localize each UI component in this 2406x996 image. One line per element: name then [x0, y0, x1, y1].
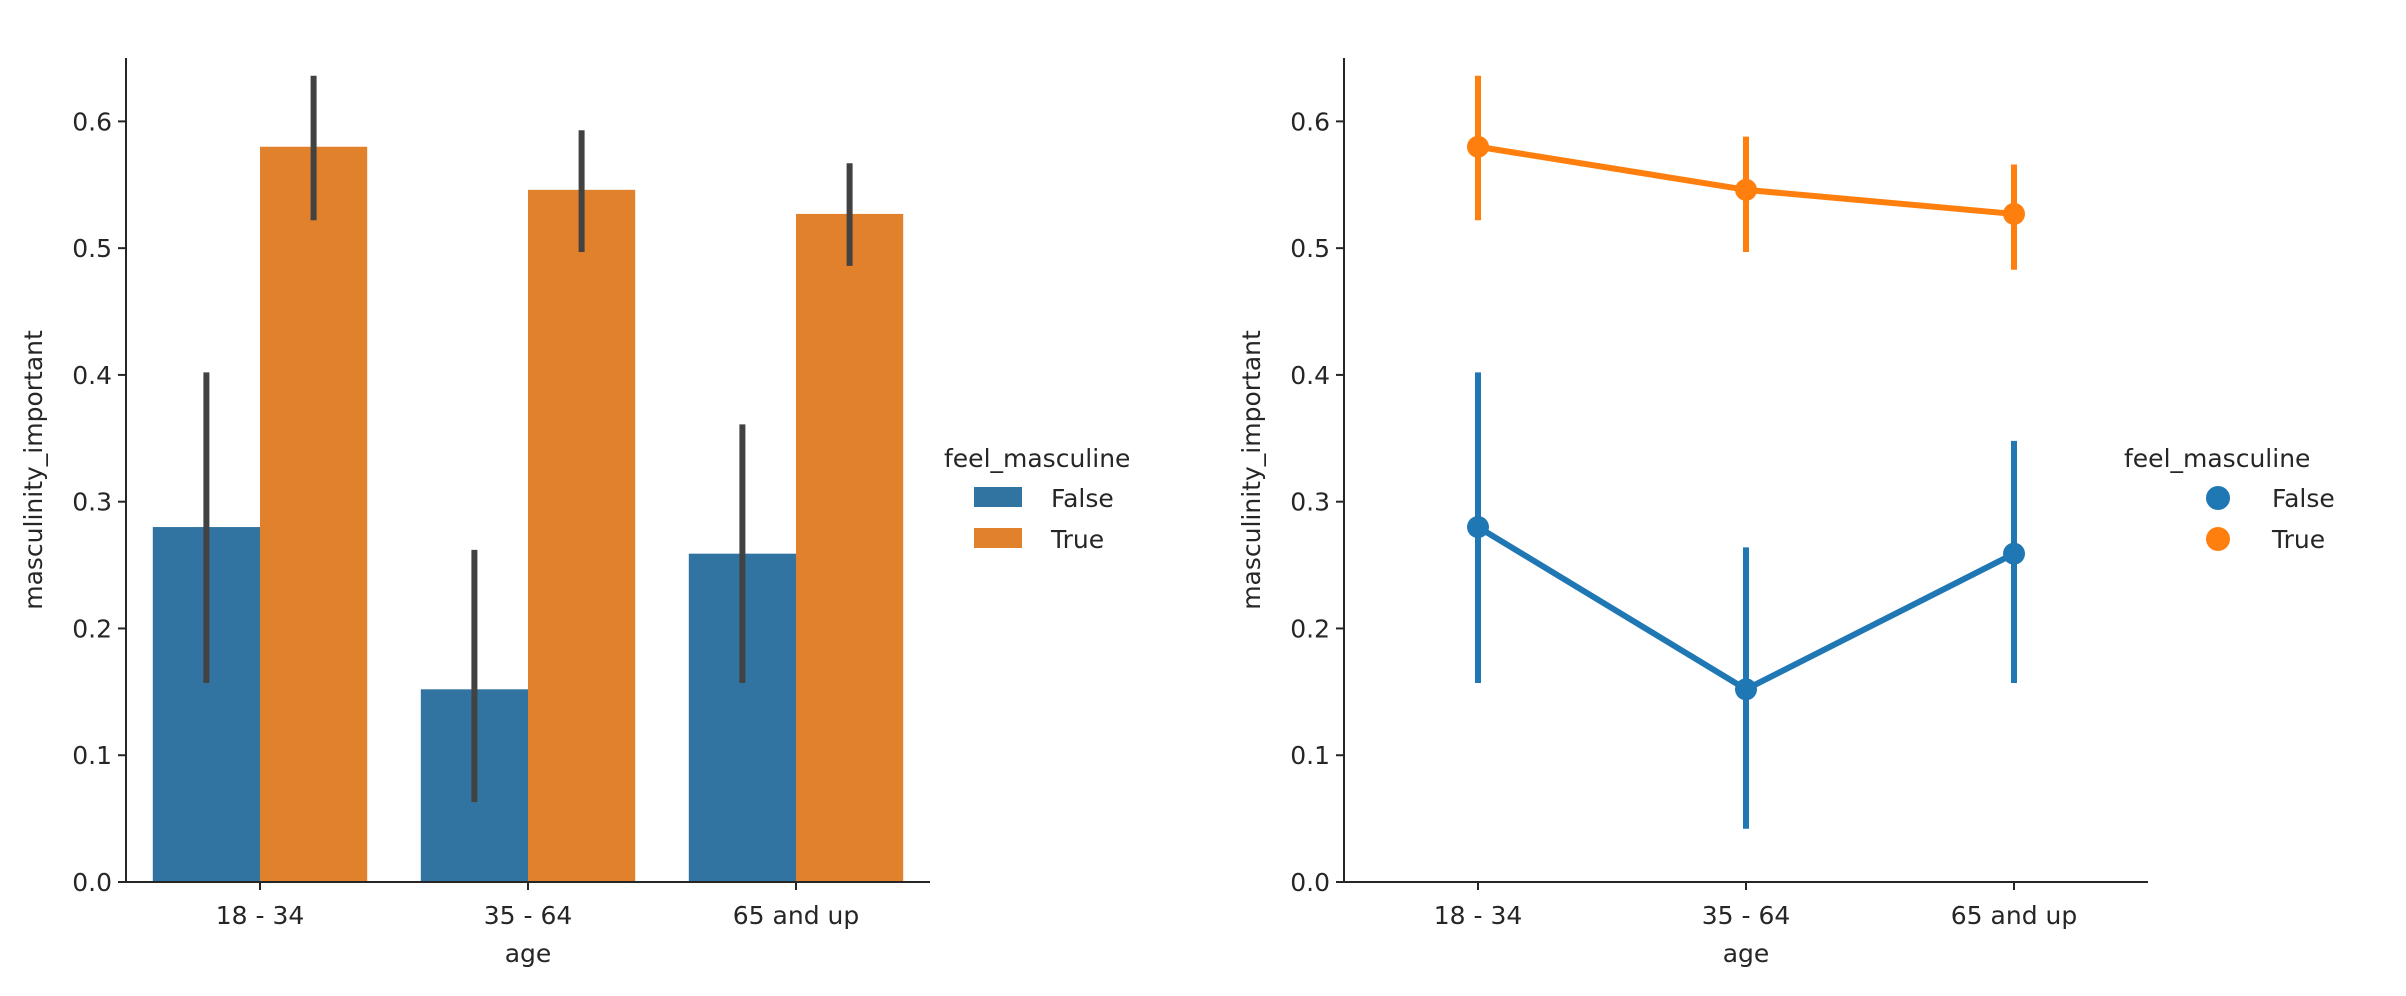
x-axis-label: age — [505, 939, 552, 968]
y-tick-label: 0.6 — [72, 107, 112, 136]
y-tick-label: 0.0 — [1290, 868, 1330, 897]
legend-marker-true — [2206, 527, 2230, 551]
y-tick-label: 0.4 — [72, 361, 112, 390]
bar-true-1 — [528, 189, 636, 883]
y-tick-label: 0.6 — [1290, 107, 1330, 136]
x-tick-label: 35 - 64 — [484, 901, 573, 930]
y-tick-label: 0.0 — [72, 868, 112, 897]
y-tick-label: 0.1 — [1290, 741, 1330, 770]
bar-true-2 — [796, 213, 904, 882]
legend-swatch-false — [974, 487, 1022, 507]
legend-label-false: False — [1051, 484, 1114, 513]
point-false-1 — [1735, 678, 1757, 701]
point-false-2 — [2003, 542, 2025, 565]
legend-swatch-true — [974, 528, 1022, 548]
x-tick-label: 35 - 64 — [1702, 901, 1791, 930]
y-tick-label: 0.1 — [72, 741, 112, 770]
y-tick-label: 0.2 — [72, 614, 112, 643]
y-axis-label: masculinity_important — [19, 330, 48, 610]
legend: feel_masculine False True — [2124, 444, 2335, 554]
y-tick-label: 0.3 — [1290, 488, 1330, 517]
legend-marker-false — [2206, 486, 2230, 510]
bar-true-0 — [260, 146, 368, 882]
x-axis-label: age — [1723, 939, 1770, 968]
y-tick-label: 0.5 — [72, 234, 112, 263]
legend-title: feel_masculine — [944, 444, 1130, 473]
legend-label-false: False — [2272, 484, 2335, 513]
x-tick-label: 65 and up — [733, 901, 859, 930]
bar-chart-panel: 0.0 0.1 0.2 0.3 0.4 0.5 0.6 18 - 34 35 - 64 65 an… — [19, 58, 1130, 968]
y-tick-label: 0.4 — [1290, 361, 1330, 390]
y-tick-label: 0.2 — [1290, 614, 1330, 643]
x-tick-label: 18 - 34 — [216, 901, 305, 930]
point-chart-panel: 0.0 0.1 0.2 0.3 0.4 0.5 0.6 18 - 34 35 - 64 65 an… — [1237, 58, 2335, 968]
point-true-1 — [1735, 178, 1757, 201]
point-true-0 — [1467, 135, 1489, 158]
y-tick-label: 0.5 — [1290, 234, 1330, 263]
legend-label-true: True — [2271, 525, 2325, 554]
legend-label-true: True — [1050, 525, 1104, 554]
y-tick-label: 0.3 — [72, 488, 112, 517]
point-false-0 — [1467, 516, 1489, 539]
y-axis-label: masculinity_important — [1237, 330, 1266, 610]
x-tick-label: 65 and up — [1951, 901, 2077, 930]
legend: feel_masculine False True — [944, 444, 1130, 554]
legend-title: feel_masculine — [2124, 444, 2310, 473]
x-tick-label: 18 - 34 — [1434, 901, 1523, 930]
point-true-2 — [2003, 202, 2025, 225]
